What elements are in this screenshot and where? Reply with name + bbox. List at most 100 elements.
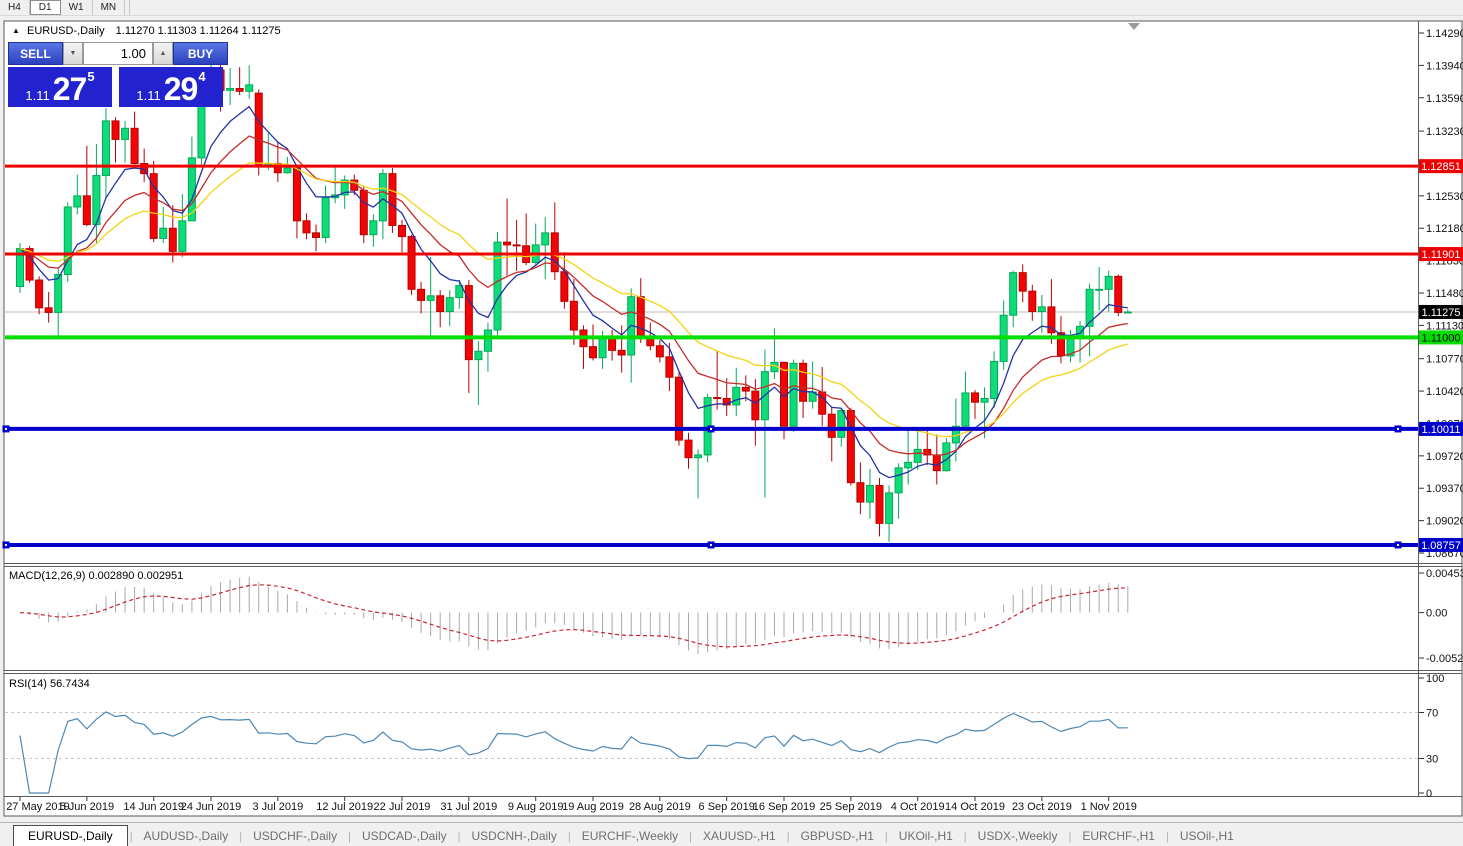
spin-down-icon: ▼ (69, 50, 77, 57)
svg-text:23 Oct 2019: 23 Oct 2019 (1012, 801, 1072, 813)
svg-text:6 Sep 2019: 6 Sep 2019 (699, 801, 755, 813)
svg-text:1.08757: 1.08757 (1421, 540, 1461, 552)
volume-input[interactable] (83, 42, 153, 65)
svg-text:1.12180: 1.12180 (1426, 223, 1463, 235)
buy-price-box[interactable]: 1.11 29 4 (119, 67, 223, 107)
svg-text:5 Jun 2019: 5 Jun 2019 (60, 801, 114, 813)
rsi-panel: 100 70 30 0 (5, 673, 1444, 800)
symbol-tab-bar: EURUSD-,Daily | AUDUSD-,Daily | USDCHF-,Dail… (0, 822, 1463, 846)
timeframe-button-d1[interactable]: D1 (29, 0, 61, 15)
ma-fast-line (19, 105, 1128, 479)
svg-text:1.14290: 1.14290 (1426, 28, 1463, 40)
svg-text:1.10420: 1.10420 (1426, 386, 1463, 398)
horizontal-lines[interactable] (2, 164, 1418, 549)
spin-up-icon: ▲ (159, 50, 167, 57)
tab-usdcnh-daily[interactable]: USDCNH-,Daily (471, 829, 557, 843)
one-click-trading-widget: SELL ▼ ▲ BUY 1.11 27 5 1.11 29 4 (8, 42, 228, 107)
chart-title-symbol: EURUSD-,Daily (26, 25, 105, 37)
svg-text:1.12530: 1.12530 (1426, 191, 1463, 203)
candles (16, 63, 1132, 542)
tab-eurchf-h1[interactable]: EURCHF-,H1 (1082, 829, 1155, 843)
macd-signal-line (19, 584, 1128, 648)
svg-text:9 Aug 2019: 9 Aug 2019 (508, 801, 564, 813)
svg-text:70: 70 (1426, 708, 1438, 720)
rsi-line (19, 711, 1128, 794)
svg-text:1.10011: 1.10011 (1422, 424, 1461, 436)
svg-text:-0.005205: -0.005205 (1426, 653, 1463, 665)
tab-eurusd-daily[interactable]: EURUSD-,Daily (13, 825, 128, 846)
svg-text:1.11130: 1.11130 (1426, 320, 1463, 332)
sell-price-sup: 5 (87, 69, 95, 84)
sell-price-prefix: 1.11 (25, 88, 50, 103)
tab-separator: | (963, 831, 967, 843)
sell-button[interactable]: SELL (8, 42, 63, 65)
tab-separator: | (689, 831, 693, 843)
svg-text:1.10770: 1.10770 (1426, 354, 1463, 366)
timeframe-toolbar: H4 D1 W1 MN (0, 0, 1463, 16)
tab-separator: | (1165, 831, 1169, 843)
svg-text:0.004536: 0.004536 (1426, 568, 1463, 580)
timeframe-button-mn[interactable]: MN (93, 0, 126, 15)
rsi-label: RSI(14) 56.7434 (9, 678, 90, 690)
tab-separator: | (884, 831, 888, 843)
svg-text:3 Jul 2019: 3 Jul 2019 (252, 801, 303, 813)
price-axis: 1.14290 1.13940 1.13590 1.13230 1.12530 1.121… (1419, 28, 1463, 560)
macd-label: MACD(12,26,9) 0.002890 0.002951 (9, 570, 184, 582)
tab-gbpusd-h1[interactable]: GBPUSD-,H1 (800, 829, 874, 843)
svg-text:1.09020: 1.09020 (1426, 516, 1463, 528)
svg-text:14 Oct 2019: 14 Oct 2019 (945, 801, 1005, 813)
svg-text:16 Sep 2019: 16 Sep 2019 (753, 801, 815, 813)
timeframe-button-h4[interactable]: H4 (0, 0, 30, 15)
ma-mid-line (19, 135, 1128, 457)
svg-text:1.13940: 1.13940 (1426, 60, 1463, 72)
tab-xauusd-h1[interactable]: XAUUSD-,H1 (703, 829, 776, 843)
svg-text:31 Jul 2019: 31 Jul 2019 (440, 801, 497, 813)
tab-separator: | (348, 831, 351, 843)
svg-text:1.11000: 1.11000 (1422, 332, 1461, 344)
chart-shift-marker-icon[interactable] (1128, 23, 1140, 30)
svg-text:28 Aug 2019: 28 Aug 2019 (629, 801, 691, 813)
svg-text:24 Jun 2019: 24 Jun 2019 (181, 801, 242, 813)
svg-text:27 May 2019: 27 May 2019 (6, 801, 70, 813)
buy-price-sup: 4 (198, 69, 206, 84)
tab-separator: | (786, 831, 790, 843)
ma-slow-line (19, 162, 1128, 438)
tab-eurchf-weekly[interactable]: EURCHF-,Weekly (581, 829, 679, 843)
buy-button[interactable]: BUY (173, 42, 228, 65)
tab-separator: | (1068, 831, 1072, 843)
sell-price-big: 27 (52, 71, 88, 107)
svg-text:30: 30 (1426, 754, 1438, 766)
tab-usdcad-daily[interactable]: USDCAD-,Daily (361, 829, 447, 843)
svg-text:1.13590: 1.13590 (1426, 93, 1463, 105)
svg-text:1.11901: 1.11901 (1422, 249, 1461, 261)
chart-title-ohlc: 1.11270 1.11303 1.11264 1.11275 (115, 25, 281, 37)
macd-panel: 0.004536 0.00 -0.005205 (19, 568, 1463, 665)
svg-text:19 Aug 2019: 19 Aug 2019 (562, 801, 624, 813)
price-panel (2, 63, 1418, 549)
svg-text:1.09720: 1.09720 (1426, 451, 1463, 463)
tab-ukoil-h1[interactable]: UKOil-,H1 (898, 829, 953, 843)
tab-usdx-weekly[interactable]: USDX-,Weekly (977, 829, 1058, 843)
timeframe-button-w1[interactable]: W1 (61, 0, 93, 15)
volume-decrease-button[interactable]: ▼ (63, 42, 83, 65)
svg-text:0: 0 (1426, 788, 1432, 800)
svg-text:100: 100 (1426, 673, 1444, 685)
svg-text:1.11480: 1.11480 (1426, 288, 1463, 300)
tab-separator: | (457, 831, 461, 843)
tab-separator: | (129, 831, 133, 843)
buy-price-prefix: 1.11 (136, 88, 161, 103)
svg-text:25 Sep 2019: 25 Sep 2019 (820, 801, 882, 813)
svg-text:22 Jul 2019: 22 Jul 2019 (374, 801, 431, 813)
tab-audusd-daily[interactable]: AUDUSD-,Daily (143, 829, 229, 843)
tab-usoil-h1[interactable]: USOil-,H1 (1179, 829, 1234, 843)
svg-text:1.11275: 1.11275 (1422, 307, 1461, 319)
volume-increase-button[interactable]: ▲ (153, 42, 173, 65)
svg-text:4 Oct 2019: 4 Oct 2019 (891, 801, 945, 813)
collapse-triangle-icon[interactable]: ▲ (12, 26, 20, 35)
tab-usdchf-daily[interactable]: USDCHF-,Daily (253, 829, 338, 843)
tab-separator: | (567, 831, 571, 843)
sell-price-box[interactable]: 1.11 27 5 (8, 67, 112, 107)
